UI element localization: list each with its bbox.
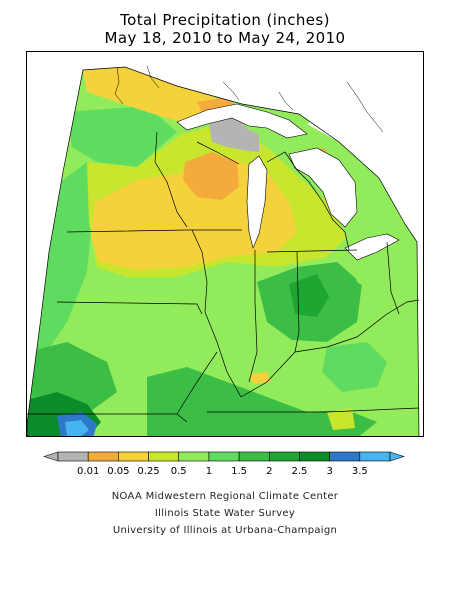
lake-michigan — [246, 155, 268, 249]
boundary-ia-mo — [56, 301, 203, 315]
legend-tick-label: 1 — [206, 466, 212, 477]
legend-swatch — [329, 451, 361, 462]
map-title-line-1: Total Precipitation (inches) — [120, 11, 330, 29]
legend-tick-label: 2.5 — [292, 466, 308, 477]
boundary-mo-east — [176, 351, 218, 415]
coastline-details — [114, 65, 384, 133]
precipitation-map — [26, 51, 424, 437]
boundary-in-oh — [294, 251, 300, 353]
legend-swatch — [118, 451, 149, 462]
legend-tick-label: 2 — [266, 466, 272, 477]
legend-swatch — [178, 451, 210, 462]
precip-area-gray — [209, 114, 259, 152]
legend-tick-label: 0.01 — [77, 466, 99, 477]
precip-area-orange-south — [249, 372, 271, 384]
legend-arrow-left — [43, 451, 59, 462]
credit-line-3: University of Illinois at Urbana-Champai… — [112, 525, 338, 536]
legend-tick-label: 1.5 — [231, 466, 247, 477]
legend-arrow-right — [389, 451, 405, 462]
precip-area-mid-green-south — [147, 367, 377, 436]
boundary-mi-lp — [266, 151, 350, 251]
precipitation-map-svg — [27, 65, 420, 436]
precip-area-yellow-central — [91, 157, 297, 270]
legend-swatch — [238, 451, 270, 462]
legend-swatch — [208, 451, 240, 462]
legend-swatch — [299, 451, 330, 462]
credit-line-1: NOAA Midwestern Regional Climate Center — [111, 491, 339, 502]
credit-line-2: Illinois State Water Survey — [154, 508, 296, 519]
state-boundaries — [27, 131, 420, 423]
boundary-mi-south — [266, 249, 358, 253]
boundary-oh-wv — [390, 291, 400, 315]
region-outline — [27, 66, 420, 436]
boundary-mn-wi — [154, 131, 188, 228]
boundary-wi-mi-up — [196, 141, 240, 165]
boundary-ohio-river — [240, 299, 420, 398]
precip-area-yellow-green-south — [327, 408, 355, 430]
boundary-ky-tn — [207, 407, 420, 413]
legend-swatch — [359, 451, 391, 462]
legend-tick-label: 0.05 — [107, 466, 129, 477]
legend-swatch — [148, 451, 180, 462]
legend-tick-label: 3 — [326, 466, 332, 477]
precip-area-light-blue — [65, 420, 89, 436]
boundary-il-in — [248, 250, 258, 383]
legend-tick-label: 0.5 — [171, 466, 187, 477]
legend-tick-label: 0.25 — [137, 466, 159, 477]
lake-huron — [288, 147, 358, 228]
precipitation-fill-layer — [27, 67, 419, 436]
legend-swatch — [87, 451, 119, 462]
boundary-ia-north — [66, 229, 242, 233]
precipitation-legend: 0.01 0.05 0.25 0.5 1 1.5 2 2.5 3 3.5 — [43, 451, 405, 477]
lake-superior — [176, 103, 308, 139]
precip-area-orange-wi — [183, 152, 239, 200]
boundary-il-west — [191, 229, 242, 398]
legend-tick-label: 3.5 — [352, 466, 368, 477]
map-title-line-2: May 18, 2010 to May 24, 2010 — [104, 29, 346, 47]
precip-area-green-north — [67, 106, 177, 167]
boundary-oh-pa — [386, 241, 392, 293]
lake-erie — [344, 233, 400, 261]
legend-swatch — [268, 451, 300, 462]
legend-swatch — [57, 451, 89, 462]
precip-area-mid-green-ky — [322, 342, 387, 392]
precip-area-dark-green-in — [289, 274, 329, 317]
